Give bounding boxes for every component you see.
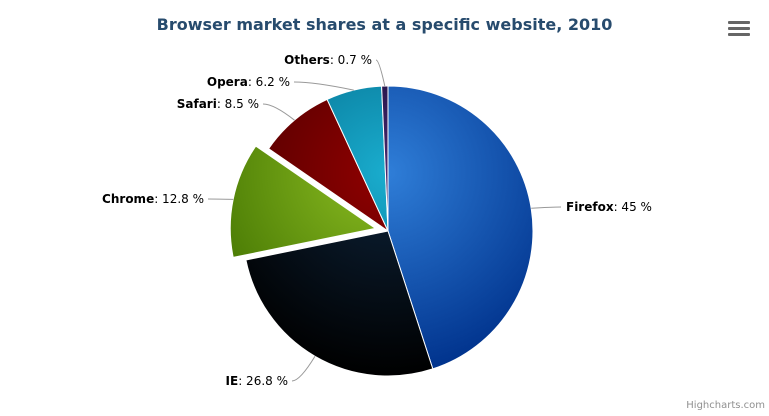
hamburger-icon (728, 27, 750, 30)
data-label-opera: Opera: 6.2 % (207, 75, 290, 89)
data-label-name: Others (284, 53, 330, 67)
label-connector-ie (291, 356, 316, 382)
label-connectors (207, 59, 562, 382)
data-label-name: Safari (177, 97, 217, 111)
pie-slice-ie[interactable] (245, 230, 434, 377)
hamburger-icon (728, 33, 750, 36)
pie-slice-firefox[interactable] (387, 85, 534, 370)
data-label-others: Others: 0.7 % (284, 53, 372, 67)
pie-series (229, 85, 534, 377)
data-label-value: : 6.2 % (248, 75, 290, 89)
data-label-safari: Safari: 8.5 % (177, 97, 259, 111)
hamburger-icon (728, 21, 750, 24)
label-connector-others (375, 59, 386, 87)
label-connector-opera (293, 81, 354, 91)
data-label-value: : 12.8 % (154, 192, 204, 206)
data-label-ie: IE: 26.8 % (226, 374, 288, 388)
label-connector-firefox (531, 206, 562, 209)
context-menu-button[interactable] (728, 21, 750, 36)
data-label-value: : 45 % (614, 200, 652, 214)
data-label-name: Firefox (566, 200, 614, 214)
chart-title: Browser market shares at a specific webs… (156, 15, 613, 34)
data-label-name: IE (226, 374, 239, 388)
data-label-name: Chrome (102, 192, 154, 206)
data-label-chrome: Chrome: 12.8 % (102, 192, 204, 206)
pie-slice-others[interactable] (381, 85, 389, 232)
data-label-name: Opera (207, 75, 248, 89)
label-connector-safari (262, 103, 295, 121)
data-label-value: : 26.8 % (238, 374, 288, 388)
credits-link[interactable]: Highcharts.com (686, 400, 765, 411)
data-label-value: : 8.5 % (217, 97, 259, 111)
data-label-value: : 0.7 % (330, 53, 372, 67)
data-label-firefox: Firefox: 45 % (566, 200, 652, 214)
data-labels: Firefox: 45 % IE: 26.8 % Chrome: 12.8 % Saf… (102, 53, 652, 388)
